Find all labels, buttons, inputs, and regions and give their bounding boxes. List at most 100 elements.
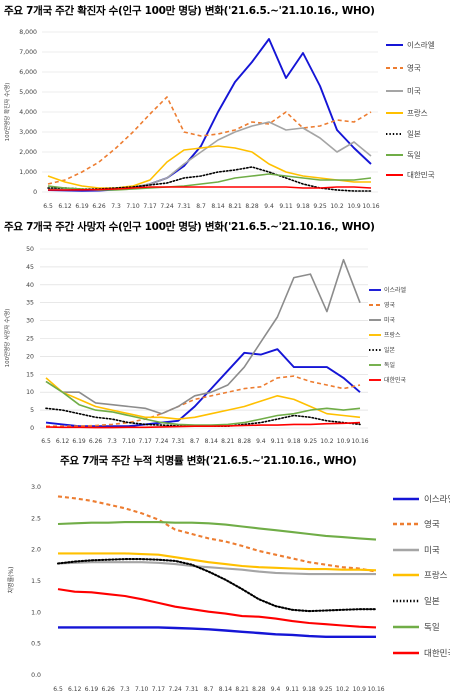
x-tick-label: 10.2 (330, 203, 344, 210)
x-tick-label: 10.9 (353, 686, 367, 693)
y-tick-label: 3,000 (19, 129, 37, 136)
legend-label: 미국 (407, 87, 421, 96)
x-tick-label: 7.3 (120, 686, 130, 693)
series-line (45, 377, 361, 420)
chart-title-weekly-deaths: 주요 7개국 주간 사망자 수(인구 100만 명당) 변화('21.6.5.~… (4, 221, 375, 233)
x-tick-label: 8.21 (235, 686, 249, 693)
series-line (58, 552, 377, 572)
x-tick-label: 6.19 (72, 438, 86, 445)
legend-label: 독일 (407, 151, 421, 160)
series-line (47, 38, 372, 192)
x-tick-label: 9.25 (313, 203, 327, 210)
y-tick-label: 15 (26, 371, 34, 378)
legend-label: 이스라엘 (407, 40, 435, 50)
legend-label: 프랑스 (424, 570, 448, 581)
x-tick-label: 7.10 (126, 203, 140, 210)
series-line (56, 558, 378, 613)
x-tick-label: 7.10 (135, 686, 149, 693)
legend-label: 일본 (407, 130, 421, 139)
x-tick-label: 6.26 (89, 438, 103, 445)
legend-label: 미국 (424, 546, 440, 556)
series-line (57, 588, 377, 629)
x-tick-label: 8.28 (245, 203, 259, 210)
x-tick-label: 9.4 (264, 203, 274, 210)
series-line (45, 380, 361, 426)
y-tick-label: 30 (26, 318, 34, 325)
x-tick-label: 8.21 (228, 203, 242, 210)
y-tick-label: 45 (26, 264, 34, 271)
legend-label: 대한민국 (384, 376, 407, 384)
legend-label: 프랑스 (384, 332, 401, 339)
x-tick-label: 9.4 (271, 686, 281, 693)
x-tick-label: 7.24 (168, 686, 182, 693)
legend-label: 일본 (424, 597, 440, 607)
legend-label: 대한민국 (424, 648, 450, 659)
series-line (57, 495, 377, 573)
x-tick-label: 9.11 (279, 203, 293, 210)
x-tick-label: 9.18 (302, 686, 316, 693)
x-tick-label: 8.21 (221, 438, 235, 445)
x-tick-label: 6.26 (102, 686, 116, 693)
legend-label: 영국 (407, 63, 421, 73)
y-tick-label: 1.5 (31, 578, 41, 585)
x-tick-label: 6.19 (75, 203, 89, 210)
x-tick-label: 9.11 (286, 686, 300, 693)
y-tick-label: 5,000 (19, 89, 37, 96)
y-tick-label: 3.0 (31, 484, 41, 491)
legend-label: 영국 (384, 301, 396, 309)
x-tick-label: 9.18 (296, 203, 310, 210)
series-line (45, 258, 361, 415)
x-tick-label: 7.17 (143, 203, 157, 210)
legend-label: 프랑스 (407, 109, 428, 118)
series-line (45, 421, 361, 429)
y-tick-label: 20 (26, 353, 34, 360)
x-tick-label: 8.14 (211, 203, 225, 210)
x-tick-label: 7.31 (177, 203, 191, 210)
y-axis-label: 치명률(%) (7, 567, 15, 594)
legend-label: 독일 (424, 623, 440, 633)
x-tick-label: 10.16 (362, 203, 379, 210)
y-tick-label: 2.0 (31, 547, 41, 554)
x-tick-label: 10.16 (351, 438, 368, 445)
x-tick-label: 8.14 (205, 438, 219, 445)
y-tick-label: 35 (26, 300, 34, 307)
legend-label: 이스라엘 (424, 494, 450, 505)
y-tick-label: 2,000 (19, 149, 37, 156)
x-tick-label: 9.4 (256, 438, 266, 445)
legend-label: 일본 (384, 346, 396, 354)
y-tick-label: 5 (30, 407, 34, 414)
series-line (47, 145, 371, 189)
y-tick-label: 7,000 (19, 49, 37, 56)
chart-title-weekly-cases: 주요 7개국 주간 확진자 수(인구 100만 명당) 변화('21.6.5.~… (4, 5, 375, 17)
chart-3: 0.0 0.5 1.0 1.5 2.0 2.5 3.0 6.5 6.12 6.19 6.26 7.3 7… (7, 484, 450, 693)
legend-label: 독일 (384, 361, 395, 369)
legend-label: 영국 (424, 519, 440, 530)
x-tick-label: 8.28 (238, 438, 252, 445)
x-tick-label: 6.5 (53, 686, 63, 693)
y-tick-label: 1.0 (31, 609, 41, 616)
y-tick-label: 2.5 (31, 515, 41, 522)
x-tick-label: 9.11 (271, 438, 285, 445)
chart-title-cumulative-cfr: 주요 7개국 주간 누적 치명률 변화('21.6.5.~'21.10.16.,… (60, 455, 357, 467)
y-tick-label: 0.5 (31, 641, 41, 648)
series-line (48, 186, 372, 191)
y-tick-label: 4,000 (19, 109, 37, 116)
y-tick-label: 0 (30, 425, 34, 432)
y-tick-label: 25 (26, 336, 34, 343)
x-tick-label: 7.17 (152, 686, 166, 693)
y-axis-label: 100만명당 사망자 수(명) (3, 309, 11, 368)
x-tick-label: 9.25 (319, 686, 333, 693)
y-tick-label: 1,000 (19, 169, 37, 176)
y-axis-label: 100만명당 확진자 수(명) (3, 83, 11, 142)
series-line (58, 626, 376, 638)
x-tick-label: 7.31 (172, 438, 186, 445)
x-tick-label: 7.17 (138, 438, 152, 445)
x-tick-label: 8.28 (252, 686, 266, 693)
x-tick-label: 6.12 (68, 686, 82, 693)
x-tick-label: 6.12 (56, 438, 70, 445)
series-line (46, 375, 361, 428)
series-line (57, 521, 377, 541)
y-tick-label: 50 (26, 246, 34, 253)
x-tick-label: 10.16 (367, 686, 384, 693)
